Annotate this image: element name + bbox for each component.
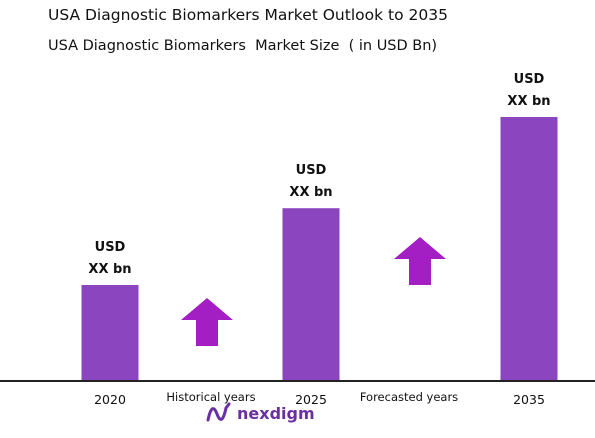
- chart-title: USA Diagnostic Biomarkers Market Outlook…: [48, 6, 448, 24]
- nexdigm-logo: nexdigm: [205, 402, 315, 424]
- bar-value-label-2020: USD: [95, 240, 126, 255]
- bar-value-label-2025: USD: [296, 163, 327, 178]
- x-tick-label-2025: 2025: [295, 392, 327, 407]
- period-label-0: Historical years: [166, 390, 255, 404]
- period-label-1: Forecasted years: [360, 390, 458, 404]
- bar-value-label-2025: XX bn: [289, 185, 332, 200]
- growth-arrow-icon: [181, 298, 233, 346]
- x-tick-label-2035: 2035: [513, 392, 545, 407]
- bar-2025: [282, 208, 340, 381]
- bar-value-label-2035: USD: [514, 72, 545, 87]
- chart-subtitle: USA Diagnostic Biomarkers Market Size ( …: [48, 38, 438, 54]
- growth-arrow-icon: [394, 237, 446, 285]
- bar-value-label-2035: XX bn: [507, 94, 550, 109]
- x-tick-label-2020: 2020: [94, 392, 126, 407]
- bar-value-label-2020: XX bn: [88, 262, 131, 277]
- nexdigm-wave-icon: [206, 402, 231, 422]
- logo-text: nexdigm: [237, 403, 315, 423]
- bar-2020: [81, 285, 139, 381]
- bar-2035: [500, 117, 558, 381]
